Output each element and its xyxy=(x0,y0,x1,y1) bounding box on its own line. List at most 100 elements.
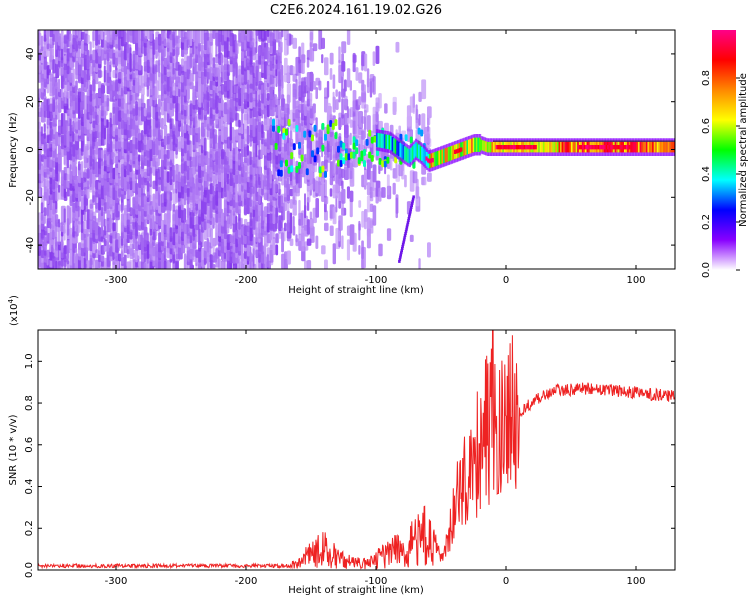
spectrogram-cell xyxy=(235,182,238,203)
spectrogram-cell xyxy=(415,178,419,199)
spectrogram-cell xyxy=(358,72,363,84)
spectrogram-cell xyxy=(103,196,107,212)
spectrogram-cell xyxy=(215,148,219,160)
spectrogram-cell xyxy=(146,241,150,259)
spectrogram-cell xyxy=(209,41,214,61)
spectrogram-cell xyxy=(246,125,250,145)
spectrogram-ridge-cell xyxy=(557,141,560,153)
spectrogram-cell xyxy=(342,157,346,165)
spectrogram-ridge-cell xyxy=(564,141,567,153)
spectrogram-cell xyxy=(89,41,92,61)
spectrogram-cell xyxy=(43,30,47,42)
spectrogram-cell xyxy=(141,75,144,88)
spectrogram-cell xyxy=(175,163,179,183)
spectrogram-cell xyxy=(365,138,369,146)
spectrogram-cell xyxy=(43,123,46,132)
spectrogram-ridge-cell xyxy=(402,145,405,160)
spectrogram-cell xyxy=(255,87,258,107)
spectrogram-ridge-peak xyxy=(583,145,586,150)
spectrogram-cell xyxy=(420,129,424,137)
spectrogram-cell xyxy=(40,126,43,137)
spectrogram-cell xyxy=(321,165,325,173)
spectrogram-cell xyxy=(381,187,386,198)
spectrogram-ridge-peak xyxy=(533,145,536,150)
spectrogram-cell xyxy=(286,174,290,195)
spectrogram-cell xyxy=(69,227,73,249)
spectrogram-ridge-peak xyxy=(585,145,588,150)
spectrogram-ridge-cell xyxy=(539,141,542,153)
spectrogram-cell xyxy=(241,30,245,43)
spectrogram-streak-cell xyxy=(409,210,412,214)
spectrogram-cell xyxy=(55,260,58,269)
spectrogram-ridge-peak xyxy=(621,145,624,150)
spectrogram-cell xyxy=(312,43,318,52)
spectrogram-cell xyxy=(287,118,291,126)
spectrogram-ridge-cell xyxy=(399,142,402,158)
spectrogram-cell xyxy=(246,108,250,125)
spectrogram-cell xyxy=(275,233,279,244)
spectrogram-cell xyxy=(152,138,156,156)
spectrogram-cell xyxy=(318,129,322,149)
spectrogram-cell xyxy=(206,116,210,131)
snr-x-tick-label: 0 xyxy=(503,576,509,587)
spectrogram-cell xyxy=(272,237,276,256)
spectrogram-cell xyxy=(58,184,61,193)
spectrogram-cell xyxy=(166,149,170,159)
spectrogram-cell xyxy=(163,149,168,167)
spectrogram-cell xyxy=(158,33,162,46)
spectrogram-cell xyxy=(399,133,403,141)
colorbar-tick-label: 0.8 xyxy=(701,70,712,86)
spectrogram-ridge-cell xyxy=(463,141,466,156)
spectrogram-ridge-peak xyxy=(495,145,498,150)
spectrogram-cell xyxy=(149,201,154,215)
colorbar-tick-label: 0.2 xyxy=(701,214,712,230)
spectrogram-cell xyxy=(166,171,170,183)
spectrogram-cell xyxy=(312,103,316,114)
spectrogram-ridge-cell xyxy=(447,147,450,162)
snr-frame xyxy=(37,329,676,571)
spectrogram-ridge-cell xyxy=(489,141,493,153)
spectrogram-cell xyxy=(218,195,222,213)
spectrogram-cell xyxy=(409,136,413,144)
spectrogram-ridge-cell xyxy=(567,141,571,153)
spectrogram-cell xyxy=(172,123,175,132)
spectrogram-cell xyxy=(178,38,182,49)
spectrogram-streak-cell xyxy=(401,244,404,248)
spectrogram-cell xyxy=(292,66,295,75)
spectrogram-cell xyxy=(352,90,357,112)
spectrogram-ridge-cell xyxy=(450,145,454,161)
spectrogram-cell xyxy=(223,30,227,41)
spectrogram-cell xyxy=(152,118,157,137)
spectrogram-cell xyxy=(78,46,81,64)
spectrogram-streak-cell xyxy=(408,212,412,216)
spectrogram-cell xyxy=(129,259,132,269)
spectrogram-cell xyxy=(112,136,116,149)
spectrogram-cell xyxy=(258,46,261,56)
spectrogram-cell xyxy=(275,96,278,106)
spectrogram-ridge-peak xyxy=(577,145,580,150)
spectrogram-cell xyxy=(289,65,294,76)
spectrogram-cell xyxy=(292,143,296,151)
spectrogram-cell xyxy=(318,176,322,186)
spectrogram-cell xyxy=(112,222,116,232)
spectrogram-cell xyxy=(366,195,371,213)
spectrogram-cell xyxy=(281,65,284,76)
spectrogram-cell xyxy=(269,170,273,184)
spectrogram-cell xyxy=(66,79,70,92)
spectrogram-cell xyxy=(203,137,207,156)
spectrogram-cell xyxy=(355,156,359,168)
spectrogram-streak-cell xyxy=(406,223,409,227)
spectrogram-ridge-cell xyxy=(574,141,577,153)
spectrogram-ridge-peak xyxy=(624,145,627,150)
spectrogram-cell xyxy=(279,169,283,177)
spectrogram-cell xyxy=(201,30,205,41)
spectrogram-cell xyxy=(106,119,109,128)
spectrogram-cell xyxy=(386,228,392,241)
spectrogram-cell xyxy=(135,182,139,195)
spectrogram-cell xyxy=(209,30,214,43)
snr-x-tick-label: -100 xyxy=(365,576,388,587)
spectrogram-cell xyxy=(395,194,399,214)
spectrogram-cell xyxy=(98,81,102,98)
spectrogram-ridge-peak xyxy=(529,145,533,150)
spectrogram-cell xyxy=(255,30,259,36)
